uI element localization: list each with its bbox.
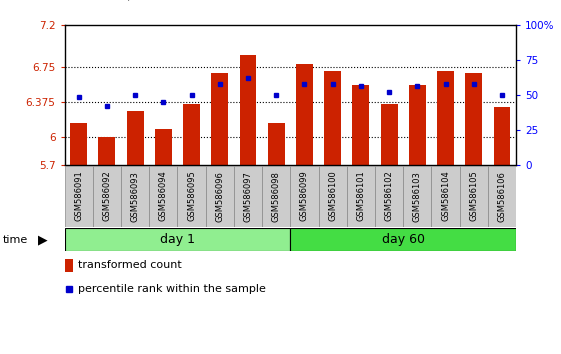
Bar (494, 107, 511, 165)
Text: GSM586094: GSM586094 (159, 171, 168, 222)
Bar (268, 123, 284, 165)
Bar (437, 72, 454, 165)
Bar (65, 166, 93, 227)
Bar (324, 72, 341, 165)
Text: GSM586095: GSM586095 (187, 171, 196, 222)
Bar (93, 166, 121, 227)
Text: transformed count: transformed count (78, 261, 182, 270)
Bar (211, 73, 228, 165)
Bar (352, 85, 369, 165)
Bar (234, 166, 262, 227)
Bar (240, 55, 256, 165)
Bar (127, 112, 144, 165)
Text: day 60: day 60 (381, 233, 425, 246)
Bar (431, 166, 459, 227)
Bar (65, 259, 72, 272)
Text: GSM586097: GSM586097 (243, 171, 252, 222)
Text: percentile rank within the sample: percentile rank within the sample (78, 284, 266, 294)
Text: time: time (3, 235, 28, 245)
Bar (296, 64, 313, 165)
Bar (465, 73, 482, 165)
Bar (380, 104, 398, 165)
Bar (459, 166, 488, 227)
Bar (206, 166, 234, 227)
Text: GSM586100: GSM586100 (328, 171, 337, 222)
Bar (319, 166, 347, 227)
Text: GSM586101: GSM586101 (356, 171, 365, 222)
Text: GSM586098: GSM586098 (272, 171, 280, 222)
Bar (177, 166, 206, 227)
Bar (121, 166, 149, 227)
Text: GSM586102: GSM586102 (385, 171, 394, 222)
Bar (291, 228, 516, 251)
Text: GSM586104: GSM586104 (441, 171, 450, 222)
Text: GSM586091: GSM586091 (74, 171, 83, 222)
Bar (262, 166, 291, 227)
Bar (409, 85, 426, 165)
Bar (375, 166, 403, 227)
Bar (347, 166, 375, 227)
Bar (65, 228, 291, 251)
Text: ▶: ▶ (38, 233, 48, 246)
Text: GDS4374 / 8144705: GDS4374 / 8144705 (65, 0, 191, 2)
Bar (70, 123, 87, 165)
Text: day 1: day 1 (160, 233, 195, 246)
Text: GSM586092: GSM586092 (102, 171, 111, 222)
Text: GSM586106: GSM586106 (498, 171, 507, 222)
Text: GSM586103: GSM586103 (413, 171, 422, 222)
Bar (149, 166, 177, 227)
Bar (403, 166, 431, 227)
Bar (488, 166, 516, 227)
Text: GSM586099: GSM586099 (300, 171, 309, 222)
Bar (155, 129, 172, 165)
Text: GSM586093: GSM586093 (131, 171, 140, 222)
Text: GSM586096: GSM586096 (215, 171, 224, 222)
Bar (291, 166, 319, 227)
Bar (98, 137, 116, 165)
Bar (183, 104, 200, 165)
Text: GSM586105: GSM586105 (470, 171, 479, 222)
